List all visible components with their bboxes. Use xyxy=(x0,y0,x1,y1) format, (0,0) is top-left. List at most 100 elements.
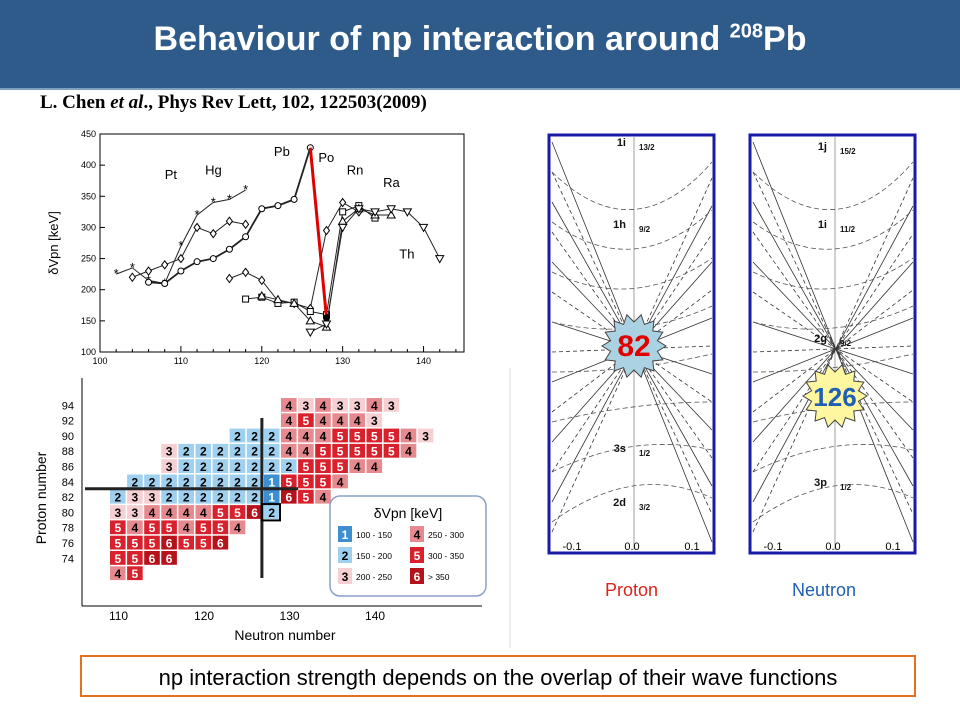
heat-cell-value: 5 xyxy=(320,475,327,489)
heat-cell-value: 3 xyxy=(114,506,121,520)
title-main: Behaviour of np interaction around xyxy=(153,20,730,58)
heat-cell-value: 4 xyxy=(200,506,207,520)
heat-cell xyxy=(161,520,177,535)
point-pb xyxy=(225,245,233,253)
heat-y-tick-label: 74 xyxy=(62,553,74,565)
conclusion-text: np interaction strength depends on the o… xyxy=(158,665,838,690)
legend-key: 3 xyxy=(342,570,349,584)
heat-cell-value: 2 xyxy=(285,460,292,474)
heat-cell xyxy=(298,459,314,473)
legend-range: > 350 xyxy=(428,572,450,582)
slide-title: Behaviour of np interaction around 208Pb xyxy=(0,20,960,59)
level-line xyxy=(752,291,914,403)
heat-cell-value: 4 xyxy=(285,399,292,413)
heat-cell xyxy=(298,443,314,458)
level-curve xyxy=(752,444,914,473)
heat-cell xyxy=(400,428,417,443)
heat-cell xyxy=(178,474,194,489)
heat-cell-value: 4 xyxy=(371,399,378,413)
legend-swatch xyxy=(410,526,424,542)
series-label-po: Po xyxy=(318,150,334,165)
y-tick-label: 250 xyxy=(81,254,96,264)
heat-cell xyxy=(229,459,246,473)
heat-cell xyxy=(315,443,331,458)
heat-cell xyxy=(263,489,280,504)
heat-cell xyxy=(178,459,194,473)
heat-cell xyxy=(110,489,126,504)
heat-cell xyxy=(144,489,160,504)
heat-cell xyxy=(212,520,229,535)
heat-cell xyxy=(161,551,177,565)
highlight-point xyxy=(322,314,330,322)
level-label-sub: 3/2 xyxy=(639,503,651,512)
heat-cell xyxy=(229,505,246,519)
point-po xyxy=(225,273,234,284)
heat-cell-value: 4 xyxy=(303,445,310,459)
point-ra xyxy=(305,315,316,325)
heat-cell-value: 5 xyxy=(303,414,310,428)
x-tick-label: 100 xyxy=(92,356,107,366)
heat-cell xyxy=(212,505,229,519)
y-axis-label: δVpn [keV] xyxy=(46,211,61,275)
heat-cell-value: 6 xyxy=(285,491,292,505)
heat-cell-value: 5 xyxy=(132,567,139,581)
heat-cell-value: 4 xyxy=(234,521,241,535)
heat-cell xyxy=(229,474,246,489)
point-th xyxy=(305,328,316,338)
level-label: 3p xyxy=(814,477,827,489)
heat-cell-value: 5 xyxy=(183,537,190,551)
heat-cell-value: 5 xyxy=(114,521,121,535)
heat-cell xyxy=(178,520,194,535)
heat-cell xyxy=(195,489,212,504)
heat-cell xyxy=(263,443,280,458)
heat-y-tick-label: 76 xyxy=(62,538,74,550)
heat-cell xyxy=(212,474,229,489)
heat-x-tick-label: 140 xyxy=(365,609,385,623)
y-tick-label: 400 xyxy=(81,160,96,170)
legend-swatch xyxy=(410,547,424,563)
point-hg xyxy=(193,222,201,233)
heat-cell xyxy=(195,443,212,458)
legend-key: 4 xyxy=(414,528,421,542)
heat-cell xyxy=(315,398,331,412)
level-label: 3s xyxy=(614,443,626,455)
heat-cell-value: 5 xyxy=(337,429,344,443)
heat-cell-value: 2 xyxy=(234,445,241,459)
point-pt: * xyxy=(195,207,200,222)
heat-y-tick-label: 84 xyxy=(62,477,74,489)
heat-cell xyxy=(281,489,297,504)
point-pt: * xyxy=(243,182,248,197)
neutron-levels-panel: 1j 15/2 1i 11/2 2g 9/2 3p 1/2 -0.1 0.0 0.1 126 xyxy=(748,133,917,555)
x-tick-label: -0.1 xyxy=(563,541,582,553)
heat-cell xyxy=(366,443,383,458)
heat-cell xyxy=(281,398,297,412)
point-hg xyxy=(161,259,169,270)
heat-cell xyxy=(127,551,143,565)
title-superscript: 208 xyxy=(729,20,764,43)
level-curve xyxy=(551,257,713,290)
heat-cell xyxy=(229,489,246,504)
heat-cell xyxy=(263,459,280,473)
heat-cell xyxy=(349,443,365,458)
heat-cell-value: 5 xyxy=(149,521,156,535)
heat-y-tick-label: 88 xyxy=(62,446,74,458)
heat-cell xyxy=(366,459,383,473)
heat-cell xyxy=(315,489,331,504)
heat-cell-value: 4 xyxy=(149,506,156,520)
level-line xyxy=(551,291,713,403)
heat-y-tick-label: 90 xyxy=(62,431,74,443)
heat-cell-value: 2 xyxy=(234,491,241,505)
citation-journal: ., Phys Rev Lett, 102, 122503(2009) xyxy=(143,92,427,113)
legend-range: 300 - 350 xyxy=(428,551,464,561)
heat-cell-value: 1 xyxy=(268,491,275,505)
title-tail: Pb xyxy=(763,20,807,58)
heat-cell-value: 6 xyxy=(166,537,173,551)
heat-cell xyxy=(178,535,194,550)
series-label-pb: Pb xyxy=(274,144,290,159)
heat-cell xyxy=(127,566,143,581)
heat-cell xyxy=(349,413,365,428)
heat-cell-value: 3 xyxy=(354,399,361,413)
series-line-pt xyxy=(115,189,246,285)
heat-cell xyxy=(281,474,297,489)
heat-cell xyxy=(161,535,177,550)
